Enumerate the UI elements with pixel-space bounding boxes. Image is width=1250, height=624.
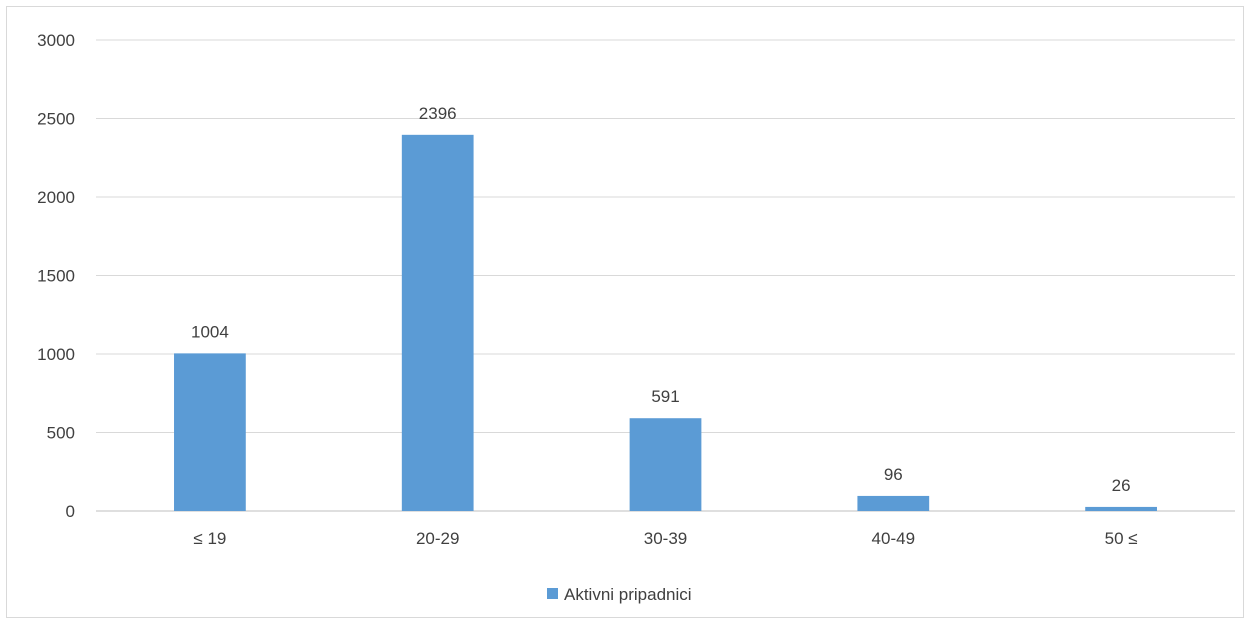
legend: Aktivni pripadnici	[547, 585, 692, 604]
bar	[857, 496, 929, 511]
data-label: 2396	[419, 104, 457, 123]
x-tick-label: 40-49	[872, 529, 915, 548]
y-tick-label: 2000	[37, 188, 75, 207]
legend-swatch	[547, 588, 558, 599]
data-label: 26	[1112, 476, 1131, 495]
bar	[174, 353, 246, 511]
bar	[402, 135, 474, 511]
data-label: 96	[884, 465, 903, 484]
x-tick-label: 20-29	[416, 529, 459, 548]
chart-frame: 0 500 1000 1500 2000 2500 3000 1004 2396 591 96 26…	[6, 6, 1244, 618]
y-tick-label: 1500	[37, 267, 75, 286]
y-tick-label: 0	[66, 502, 75, 521]
bar	[630, 418, 702, 511]
y-tick-label: 2500	[37, 110, 75, 129]
data-label: 591	[651, 387, 679, 406]
legend-label: Aktivni pripadnici	[564, 585, 692, 604]
data-label: 1004	[191, 322, 229, 341]
y-tick-label: 500	[47, 424, 75, 443]
bars	[174, 135, 1157, 511]
x-tick-label: ≤ 19	[193, 529, 226, 548]
y-axis-tick-labels: 0 500 1000 1500 2000 2500 3000	[37, 31, 75, 521]
bar-chart: 0 500 1000 1500 2000 2500 3000 1004 2396 591 96 26…	[7, 7, 1245, 619]
y-tick-label: 1000	[37, 345, 75, 364]
x-tick-label: 50 ≤	[1105, 529, 1138, 548]
x-axis-tick-labels: ≤ 19 20-29 30-39 40-49 50 ≤	[193, 529, 1137, 548]
y-tick-label: 3000	[37, 31, 75, 50]
x-tick-label: 30-39	[644, 529, 687, 548]
bar	[1085, 507, 1157, 511]
